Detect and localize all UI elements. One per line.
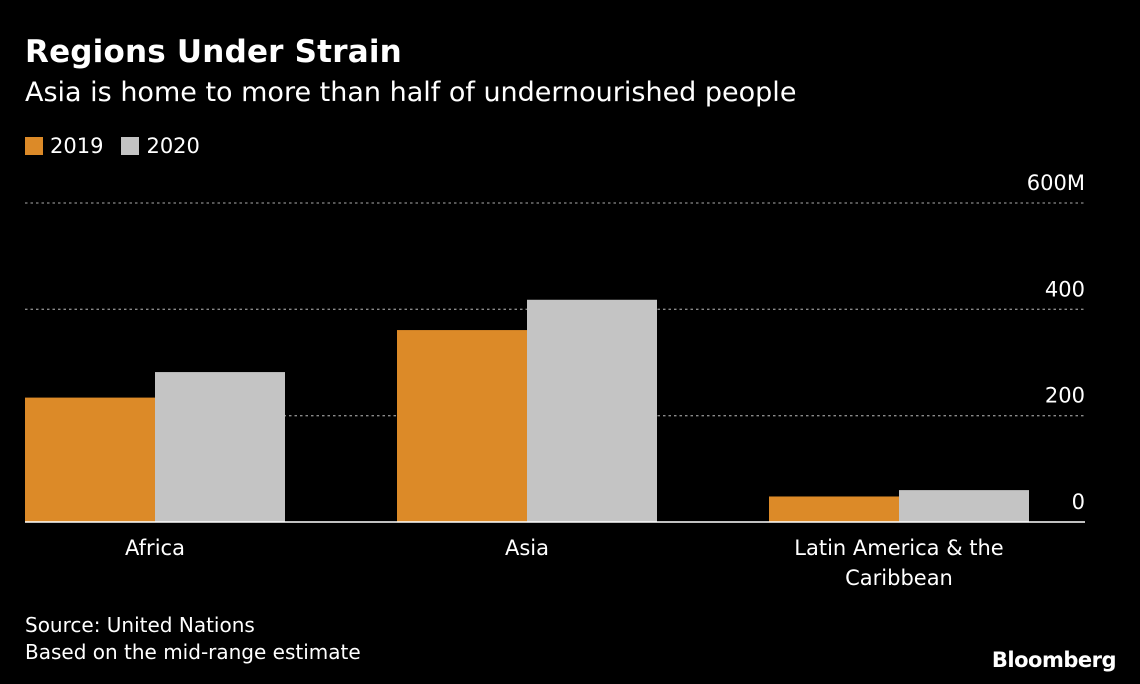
chart-subtitle: Asia is home to more than half of undern… bbox=[25, 77, 797, 108]
bloomberg-logo: Bloomberg bbox=[991, 648, 1117, 672]
bar-2019 bbox=[769, 496, 899, 522]
bar-2020 bbox=[155, 372, 285, 522]
x-category-label: Latin America & the Caribbean bbox=[794, 536, 1003, 590]
bar-2019 bbox=[25, 397, 155, 522]
y-tick-label: 200 bbox=[1045, 384, 1085, 408]
bar-2020 bbox=[527, 299, 657, 522]
x-category-label-line: Latin America & the bbox=[794, 536, 1003, 560]
y-tick-label: 600M bbox=[1027, 171, 1085, 195]
bar-2019 bbox=[397, 330, 527, 522]
source-line: Source: United Nations bbox=[25, 613, 255, 637]
bar-2020 bbox=[899, 490, 1029, 522]
estimate-note: Based on the mid-range estimate bbox=[25, 640, 361, 664]
x-category-label: Africa bbox=[125, 536, 185, 560]
y-tick-label: 0 bbox=[1072, 490, 1085, 514]
source-note: Source: United Nations Based on the mid-… bbox=[25, 612, 361, 666]
x-category-label: Asia bbox=[505, 536, 549, 560]
y-tick-label: 400 bbox=[1045, 277, 1085, 301]
legend-label-2019: 2019 bbox=[50, 134, 104, 158]
legend-swatch-2019 bbox=[25, 137, 43, 155]
legend-item-2019: 2019 bbox=[25, 134, 103, 158]
x-category-label-line: Caribbean bbox=[845, 566, 953, 590]
chart-title: Regions Under Strain bbox=[25, 34, 402, 70]
legend-label-2020: 2020 bbox=[146, 134, 200, 158]
legend: 2019 2020 bbox=[25, 134, 218, 158]
x-category-label-line: Africa bbox=[125, 536, 185, 560]
legend-swatch-2020 bbox=[121, 137, 140, 155]
x-category-label-line: Asia bbox=[505, 536, 549, 560]
legend-item-2020: 2020 bbox=[121, 134, 200, 158]
